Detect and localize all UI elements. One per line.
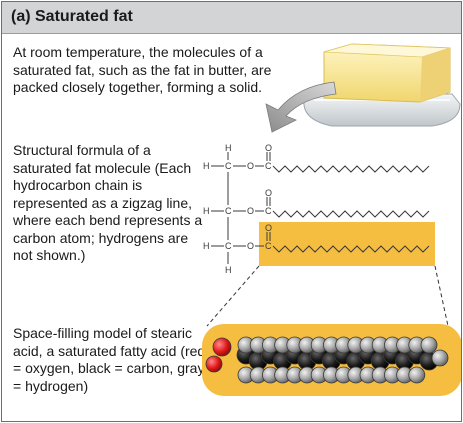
atom-h: H — [225, 143, 232, 153]
atom-o: O — [247, 161, 254, 171]
atom-o: O — [265, 223, 272, 233]
hydrogen-atom — [431, 349, 449, 367]
atom-h: H — [203, 161, 210, 171]
panel-title: (a) Saturated fat — [11, 8, 133, 25]
atom-c: C — [265, 161, 272, 171]
hydrogen-atom — [408, 366, 426, 384]
atom-o: O — [247, 206, 254, 216]
atom-h: H — [203, 241, 210, 251]
hydrocarbon-chain-3 — [272, 245, 430, 253]
intro-description: At room temperature, the molecules of a … — [13, 44, 272, 95]
atom-c: C — [265, 241, 272, 251]
atom-c: C — [225, 161, 232, 171]
atom-c: C — [265, 206, 272, 216]
atom-o: O — [265, 188, 272, 198]
hydrogen-atom — [420, 336, 438, 354]
hydrocarbon-chain-1 — [272, 165, 430, 173]
hydrocarbon-chain-2 — [272, 210, 430, 218]
atom-labels: H H C O C O H C O C O H C O C O H — [203, 143, 272, 275]
fatty-acid-highlight — [259, 222, 435, 266]
curved-arrow-icon — [265, 81, 337, 133]
space-filling-model — [202, 324, 461, 396]
atom-h: H — [225, 265, 232, 275]
structural-formula — [211, 152, 430, 264]
zoom-line-right — [434, 265, 449, 327]
oxygen-atom — [212, 337, 232, 357]
atom-c: C — [225, 206, 232, 216]
butter-dish-illustration — [303, 43, 461, 127]
atom-o: O — [265, 143, 272, 153]
atom-o: O — [247, 241, 254, 251]
panel-header: (a) Saturated fat — [2, 2, 461, 34]
zoom-line-left — [206, 265, 260, 327]
space-filling-caption: Space-filling model of stearic acid, a s… — [13, 325, 206, 394]
atom-h: H — [203, 206, 210, 216]
structural-formula-caption: Structural formula of a saturated fat mo… — [13, 142, 203, 263]
butter-stick — [323, 43, 451, 103]
atom-c: C — [225, 241, 232, 251]
oxygen-atom — [205, 355, 223, 373]
